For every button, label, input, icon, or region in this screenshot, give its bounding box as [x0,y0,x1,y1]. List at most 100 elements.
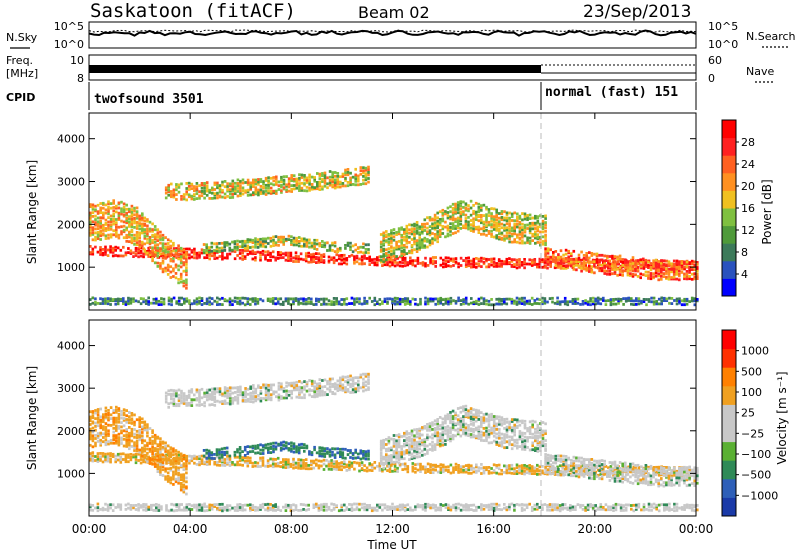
heatmap-cell [148,227,152,231]
heatmap-cell [518,300,521,304]
heatmap-cell [358,464,361,467]
heatmap-cell [280,180,283,184]
heatmap-cell [182,269,186,273]
heatmap-cell [153,447,157,450]
heatmap-cell [106,454,110,458]
heatmap-cell [462,302,465,306]
heatmap-cell [280,178,283,181]
heatmap-cell [337,468,341,471]
heatmap-cell [261,445,265,449]
heatmap-cell [515,266,519,270]
heatmap-cell [159,463,162,466]
heatmap-cell [239,186,242,190]
heatmap-cell [256,238,260,242]
heatmap-cell [528,231,532,235]
heatmap-cell [166,253,170,256]
heatmap-cell [608,269,612,273]
heatmap-cell [148,238,152,242]
heatmap-cell [475,257,478,260]
heatmap-cell [164,266,167,270]
heatmap-cell [475,469,478,473]
heatmap-cell [431,256,435,259]
heatmap-cell [360,463,364,466]
heatmap-cell [482,471,486,475]
heatmap-cell [528,464,531,467]
heatmap-cell [264,464,267,468]
heatmap-cell [528,222,532,225]
heatmap-cell [525,471,529,475]
heatmap-cell [534,232,537,236]
heatmap-cell [130,229,134,232]
heatmap-cell [492,463,496,467]
heatmap-cell [544,247,547,251]
heatmap-cell [357,179,360,183]
heatmap-cell [396,466,399,470]
heatmap-cell [475,465,478,469]
heatmap-cell [215,450,219,454]
heatmap-cell [429,465,432,469]
heatmap-cell [122,245,125,249]
heatmap-cell [166,475,170,478]
heatmap-cell [485,265,488,269]
heatmap-cell [318,449,321,453]
heatmap-cell [208,403,211,407]
heatmap-cell [277,180,281,184]
heatmap-cell [267,242,270,245]
heatmap-cell [193,302,196,305]
heatmap-cell [135,206,139,210]
heatmap-cell [454,202,457,206]
heatmap-cell [416,256,420,260]
heatmap-cell [449,233,452,237]
heatmap-cell [238,454,242,458]
heatmap-cell [122,444,126,448]
heatmap-cell [161,465,165,468]
heatmap-cell [185,190,188,194]
heatmap-cell [520,299,524,303]
heatmap-cell [124,457,128,461]
heatmap-cell [526,223,529,227]
heatmap-cell [328,382,332,386]
heatmap-cell [616,255,619,259]
heatmap-cell [179,464,183,467]
heatmap-cell [398,264,402,268]
heatmap-cell [444,210,447,213]
heatmap-cell [510,259,514,263]
heatmap-cell [497,467,501,471]
heatmap-cell [421,240,424,244]
heatmap-cell [487,223,491,227]
heatmap-cell [236,178,240,182]
heatmap-cell [146,447,149,451]
heatmap-cell [436,224,439,228]
heatmap-cell [467,256,470,260]
heatmap-cell [391,301,394,305]
heatmap-cell [115,416,118,420]
heatmap-cell [216,193,219,197]
heatmap-cell [269,383,273,387]
heatmap-cell [89,410,92,414]
heatmap-cell [174,467,178,470]
heatmap-cell [300,442,303,446]
heatmap-cell [174,265,178,269]
heatmap-cell [193,461,196,465]
heatmap-cell [485,257,488,261]
heatmap-cell [132,455,135,459]
heatmap-cell [365,301,369,305]
heatmap-cell [685,270,689,273]
heatmap-cell [579,303,582,306]
heatmap-cell [563,299,567,303]
heatmap-cell [223,446,226,450]
heatmap-cell [269,398,273,402]
heatmap-cell [252,386,255,390]
heatmap-cell [243,445,247,449]
heatmap-cell [203,196,206,200]
heatmap-cell [415,223,419,227]
heatmap-cell [541,258,544,261]
heatmap-cell [456,224,460,227]
heatmap-cell [490,257,493,261]
heatmap-cell [480,302,483,305]
heatmap-cell [205,455,209,459]
heatmap-cell [354,248,357,252]
heatmap-cell [459,200,463,204]
heatmap-cell [364,168,368,172]
heatmap-cell [142,252,145,256]
